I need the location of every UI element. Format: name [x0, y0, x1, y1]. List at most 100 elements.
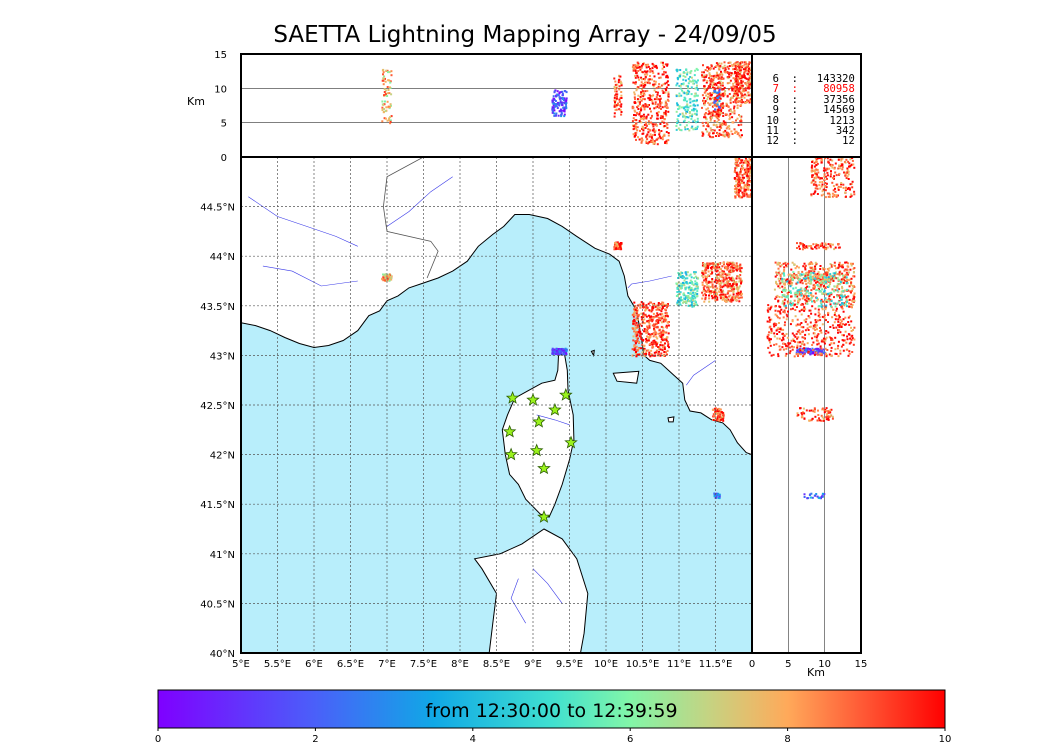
corsica-cape-cell: [551, 347, 568, 356]
lon-tick-label: 11.5°E: [699, 659, 733, 670]
mainland-italy-france: [241, 157, 752, 456]
colorbar-tick-label: 4: [470, 734, 476, 745]
isolated-east-cell-alt: [713, 88, 721, 111]
colorbar-tick-label: 2: [312, 734, 318, 745]
isolated-east-cell-side: [803, 492, 826, 500]
colorbar-tick-label: 10: [939, 734, 952, 745]
colorbar-label: from 12:30:00 to 12:39:59: [425, 700, 678, 722]
station-count-legend: 6 : 143320 7 : 80958 8 : 37356 9 : 14569…: [760, 74, 855, 147]
station-count-row: 11 : 342: [760, 125, 855, 138]
lat-tick-label: 44.5°N: [200, 203, 235, 214]
side-tick-label: 5: [785, 659, 791, 670]
lat-tick-label: 43°N: [210, 351, 235, 362]
liguria-coast-cell-side: [796, 242, 841, 251]
north-cell: [733, 157, 752, 199]
ligurian-west-cell: [381, 273, 393, 282]
station-markers: [502, 388, 578, 523]
lon-tick-label: 8°E: [451, 659, 469, 670]
tuscany-mid-cell-alt: [675, 67, 699, 132]
alt-axis-label: Km: [187, 95, 205, 108]
lat-tick-label: 40°N: [210, 649, 235, 660]
tuscany-mid-cell: [675, 271, 700, 308]
station-star: [532, 414, 546, 428]
lat-tick-label: 41.5°N: [200, 500, 235, 511]
river-2: [386, 176, 453, 227]
tuscany-coast-cell-alt: [631, 61, 670, 146]
river-3: [627, 275, 672, 289]
alt-tick-label: 15: [214, 50, 227, 61]
lon-tick-label: 5.5°E: [264, 659, 291, 670]
lon-tick-label: 6°E: [305, 659, 323, 670]
capraia-island: [590, 349, 595, 357]
lat-tick-label: 43.5°N: [200, 302, 235, 313]
lon-tick-label: 8.5°E: [483, 659, 510, 670]
alt-tick-label: 10: [214, 84, 227, 95]
station-star: [504, 447, 518, 461]
station-star: [537, 510, 551, 523]
lon-tick-label: 7°E: [378, 659, 396, 670]
lon-tick-label: 10.5°E: [626, 659, 660, 670]
border-france-italy: [382, 157, 439, 279]
tuscany-coast-cell: [631, 301, 670, 358]
station-star: [505, 391, 520, 404]
elba-island: [612, 370, 640, 384]
giglio-island: [667, 416, 675, 423]
lon-tick-label: 5°E: [232, 659, 250, 670]
station-count-row: 7 : 80958: [760, 83, 855, 96]
station-star: [559, 388, 573, 401]
tuscany-mid-cell-side: [781, 271, 848, 308]
station-star: [537, 461, 551, 475]
lat-tick-label: 41°N: [210, 550, 235, 561]
lat-tick-label: 40.5°N: [200, 599, 235, 610]
side-axis-label: Km: [807, 666, 825, 679]
corsica-cape-cell-alt: [551, 89, 568, 118]
colorbar-tick-label: 0: [155, 734, 161, 745]
lon-tick-label: 9.5°E: [556, 659, 583, 670]
colorbar: [157, 689, 946, 729]
river-6: [532, 568, 563, 604]
sardinia-island: [473, 528, 589, 653]
lon-tick-label: 11°E: [667, 659, 691, 670]
station-star: [529, 443, 544, 457]
liguria-coast-cell: [613, 241, 623, 251]
river-1: [262, 265, 358, 287]
north-cell-side: [810, 157, 856, 199]
station-count-row: 10 : 1213: [760, 114, 855, 127]
alt-tick-label: 5: [221, 119, 227, 130]
lat-tick-label: 44°N: [210, 252, 235, 263]
river-7: [510, 578, 526, 624]
station-star: [548, 402, 562, 416]
figure-title: SAETTA Lightning Mapping Array - 24/09/0…: [273, 22, 777, 48]
lon-tick-label: 10°E: [594, 659, 618, 670]
altitude-latitude-panel: [752, 157, 861, 653]
north-cell-alt: [733, 61, 754, 104]
altitude-longitude-panel: [241, 54, 754, 157]
lat-tick-label: 42°N: [210, 451, 235, 462]
side-tick-label: 15: [855, 659, 868, 670]
river-5: [536, 414, 570, 426]
stats-box-frame: [751, 53, 862, 158]
colorbar-tick-label: 8: [784, 734, 790, 745]
lon-tick-label: 9°E: [524, 659, 542, 670]
station-count-row: 12 : 12: [760, 135, 855, 148]
lon-tick-label: 6.5°E: [337, 659, 364, 670]
corsica-island: [501, 352, 575, 518]
station-star: [564, 435, 578, 449]
lon-tick-label: 7.5°E: [410, 659, 437, 670]
liguria-coast-cell-alt: [613, 74, 623, 118]
side-tick-label: 10: [818, 659, 831, 670]
station-star: [502, 424, 517, 438]
river-4: [686, 360, 716, 386]
station-count-row: 9 : 14569: [760, 104, 855, 117]
ligurian-west-cell-alt: [381, 68, 393, 125]
map-gridlines: [241, 157, 752, 653]
side-tick-label: 0: [749, 659, 755, 670]
station-count-row: 8 : 37356: [760, 93, 855, 106]
elba-south-cell: [711, 407, 725, 422]
station-count-row: 6 : 143320: [760, 73, 855, 85]
colorbar-tick-label: 6: [627, 734, 633, 745]
alt-tick-label: 0: [221, 153, 227, 164]
river-0: [248, 196, 358, 247]
